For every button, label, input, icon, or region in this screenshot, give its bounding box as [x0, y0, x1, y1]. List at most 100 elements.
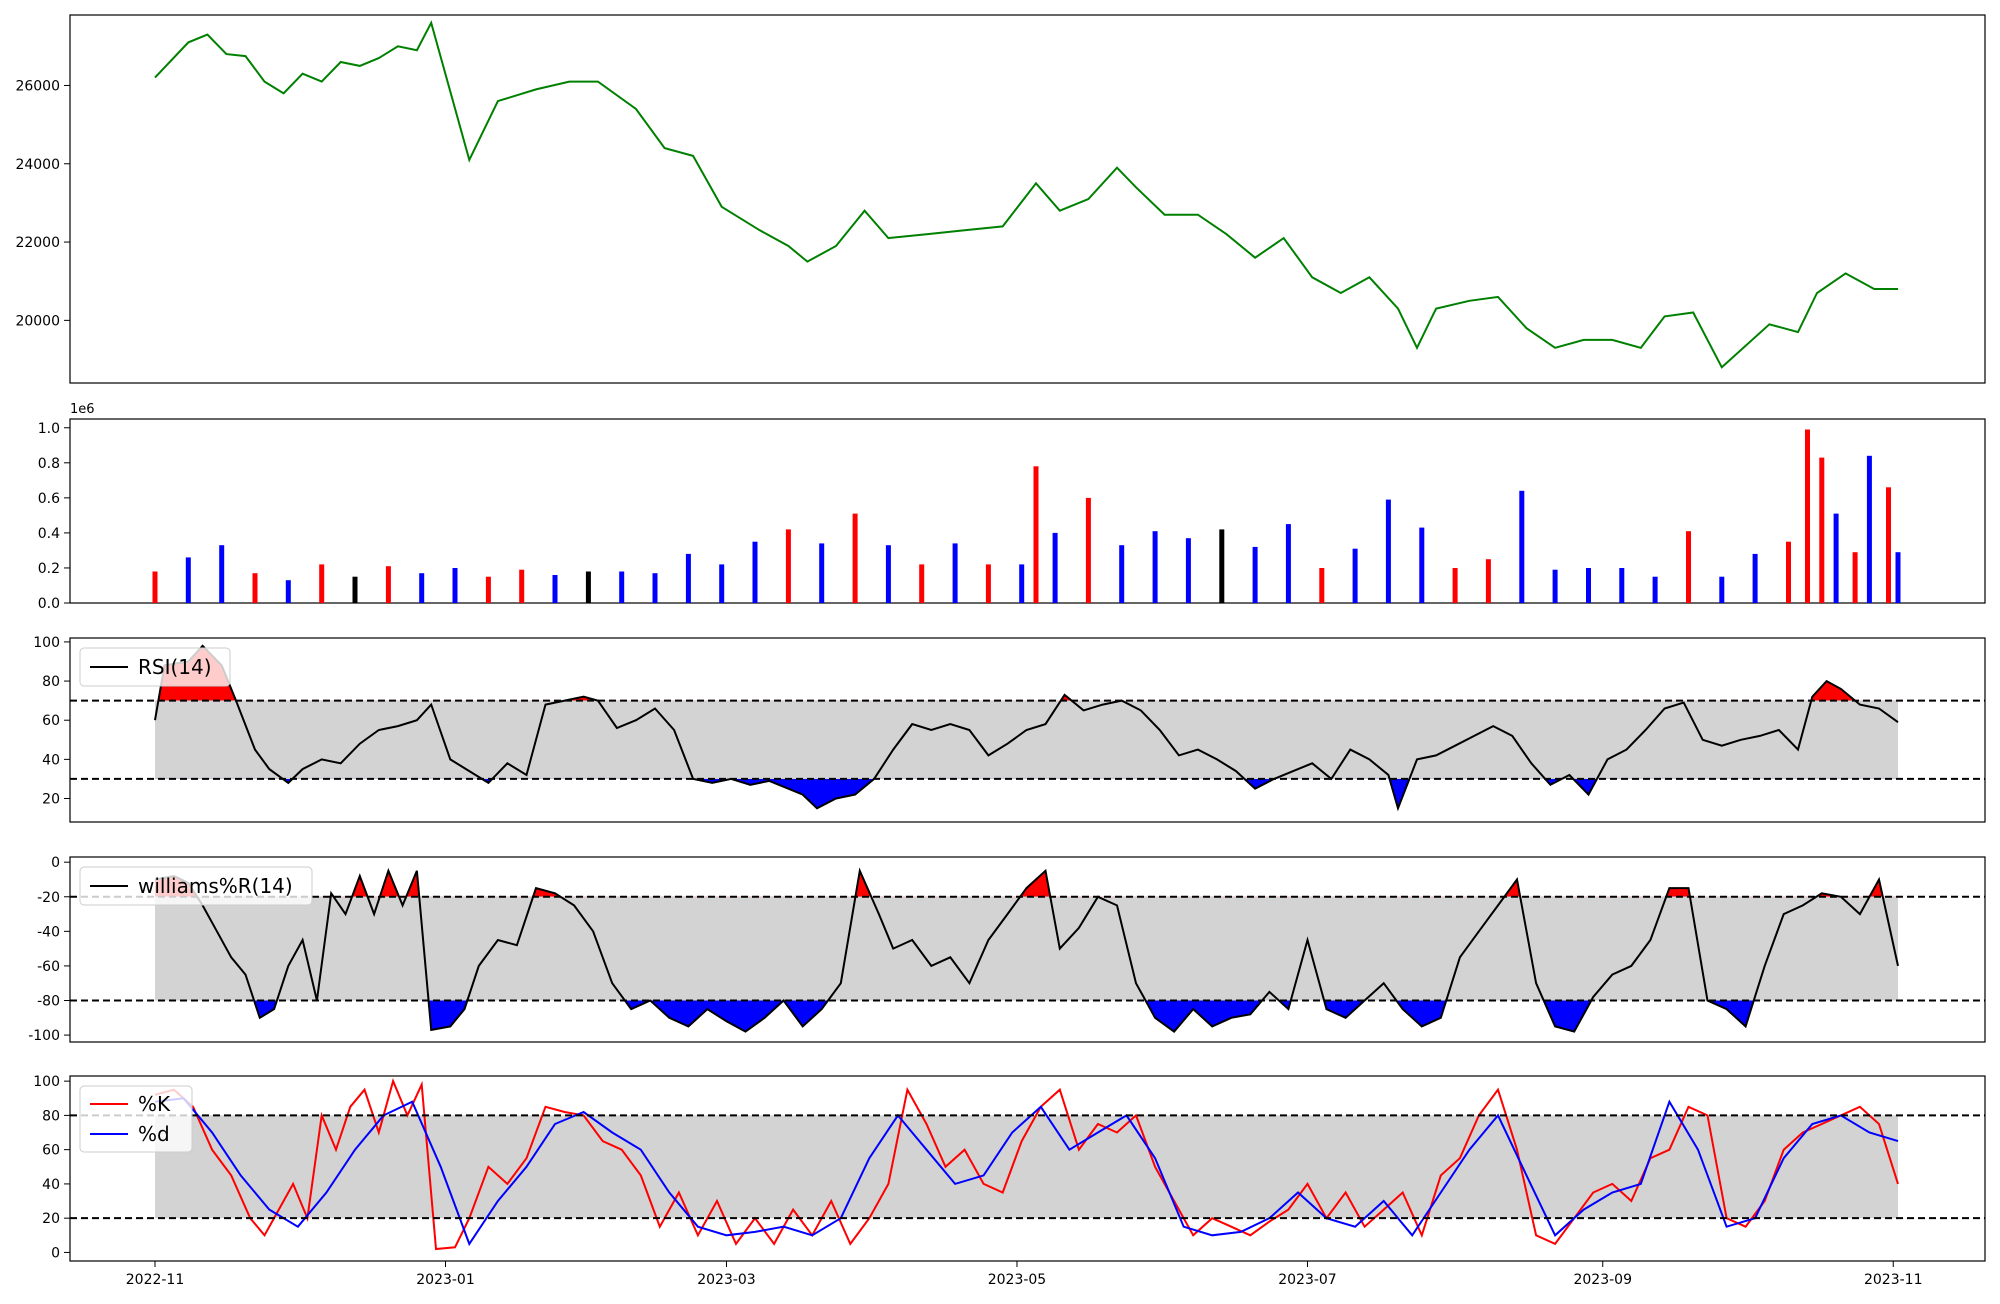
volume-bar: [519, 569, 525, 603]
stoch-k-line: [154, 1078, 1899, 1251]
volume-bar: [552, 575, 558, 603]
volume-bar: [685, 553, 691, 603]
volume-bar: [1886, 487, 1891, 603]
volume-bar: [1119, 545, 1125, 603]
y-tick-label: 100: [33, 1074, 60, 1090]
x-tick-label: 2023-11: [1864, 1272, 1923, 1288]
legend-box: [79, 866, 313, 906]
volume-bar: [485, 576, 491, 603]
y-tick-label: 40: [42, 752, 60, 768]
axes-frame-4: [69, 1075, 1986, 1262]
volume-bar: [1385, 499, 1391, 603]
legend-box: [79, 1085, 193, 1153]
y-offset-label: 1e6: [70, 402, 95, 417]
y-tick-label: 0: [51, 1245, 60, 1261]
volume-bar: [1485, 559, 1491, 603]
y-tick-label: 80: [42, 674, 60, 690]
volume-bar: [1085, 497, 1091, 603]
y-tick-label: -100: [28, 1028, 60, 1044]
y-tick-label: 0.6: [38, 491, 60, 507]
volume-bar: [1219, 529, 1225, 603]
volume-bar: [352, 576, 358, 603]
axes-frame-1: [69, 418, 1986, 604]
y-tick-label: 0.0: [38, 596, 60, 612]
volume-bar: [385, 566, 391, 603]
volume-bar: [1352, 548, 1358, 603]
y-tick-label: -80: [37, 994, 60, 1010]
y-tick-label: 0.8: [38, 456, 60, 472]
x-tick-label: 2022-11: [126, 1272, 185, 1288]
volume-bar: [985, 564, 991, 603]
price-line: [154, 20, 1898, 369]
volume-bar: [1285, 524, 1291, 603]
volume-bar: [319, 564, 325, 603]
volume-bar: [1786, 541, 1791, 603]
y-tick-label: 60: [42, 1143, 60, 1159]
x-tick-label: 2023-01: [416, 1272, 475, 1288]
y-tick-label: 100: [33, 635, 60, 651]
volume-bar: [1866, 455, 1872, 603]
volume-bar: [219, 545, 225, 603]
legend-box: [79, 647, 231, 687]
y-tick-label: -20: [37, 890, 60, 906]
y-tick-label: 26000: [15, 78, 60, 94]
rsi-line: [154, 644, 1899, 812]
volume-bar: [1033, 466, 1039, 603]
volume-bar: [152, 571, 158, 603]
volume-bar: [252, 573, 258, 603]
volume-bar: [1652, 576, 1658, 603]
x-tick-label: 2023-09: [1573, 1272, 1632, 1288]
y-tick-label: 80: [42, 1108, 60, 1124]
axes-frame-3: [69, 856, 1986, 1043]
axes-frame-0: [69, 14, 1986, 384]
volume-bar: [619, 571, 625, 603]
volume-bar: [1052, 532, 1058, 603]
volume-bar: [1619, 568, 1625, 603]
y-tick-label: 0: [51, 855, 60, 871]
y-tick-label: 0.4: [38, 526, 60, 542]
volume-bar: [185, 557, 191, 603]
volume-bar: [1419, 527, 1425, 603]
williams-r-line: [154, 867, 1899, 1033]
volume-bar: [1805, 429, 1810, 603]
y-tick-label: 40: [42, 1177, 60, 1193]
y-tick-label: -40: [37, 924, 60, 940]
volume-bar: [1252, 546, 1258, 603]
volume-bar: [852, 513, 858, 603]
neutral-band: [155, 896, 1898, 1001]
volume-bar: [1552, 569, 1558, 603]
legend-label: %K: [138, 1092, 171, 1116]
volume-bar: [952, 543, 958, 603]
neutral-band: [155, 700, 1898, 779]
volume-bar: [1586, 568, 1591, 603]
y-tick-label: 20: [42, 1211, 60, 1227]
volume-bar: [919, 564, 925, 603]
volume-bar: [1852, 552, 1858, 603]
volume-bar: [1152, 531, 1158, 603]
volume-bar: [652, 573, 658, 603]
x-tick-label: 2023-07: [1278, 1272, 1337, 1288]
legend-label: RSI(14): [138, 655, 212, 679]
stoch-d-line: [154, 1097, 1899, 1247]
volume-bar: [585, 571, 591, 603]
y-tick-label: 20000: [15, 313, 60, 329]
legend: williams%R(14): [79, 866, 313, 906]
legend-label: williams%R(14): [138, 874, 293, 898]
legend: RSI(14): [79, 647, 231, 687]
y-tick-label: 1.0: [38, 421, 60, 437]
legend-label: %d: [138, 1122, 170, 1146]
volume-bar: [1686, 531, 1691, 603]
volume-bar: [1819, 457, 1825, 603]
y-tick-label: 0.2: [38, 561, 60, 577]
x-tick-label: 2023-03: [697, 1272, 756, 1288]
volume-bar: [752, 541, 758, 603]
volume-bar: [1895, 552, 1901, 603]
volume-bar: [885, 545, 891, 603]
y-tick-label: 60: [42, 713, 60, 729]
volume-bar: [1519, 490, 1525, 603]
volume-bar: [1833, 513, 1839, 603]
volume-bar: [1452, 568, 1458, 603]
legend: %K %d: [79, 1085, 193, 1153]
